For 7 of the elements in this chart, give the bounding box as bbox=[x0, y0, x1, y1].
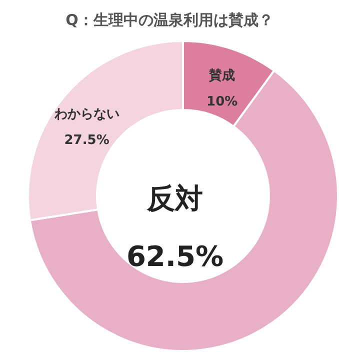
data-label: 27.5% bbox=[64, 132, 110, 148]
data-label: 62.5% bbox=[126, 240, 224, 273]
slice-label: 賛成 bbox=[208, 68, 236, 84]
slice-label: 反対 bbox=[146, 182, 203, 215]
slice-label: わからない bbox=[53, 106, 120, 122]
chart-title: Q：生理中の温泉利用は賛成？ bbox=[66, 11, 274, 29]
data-label: 10% bbox=[206, 94, 238, 110]
